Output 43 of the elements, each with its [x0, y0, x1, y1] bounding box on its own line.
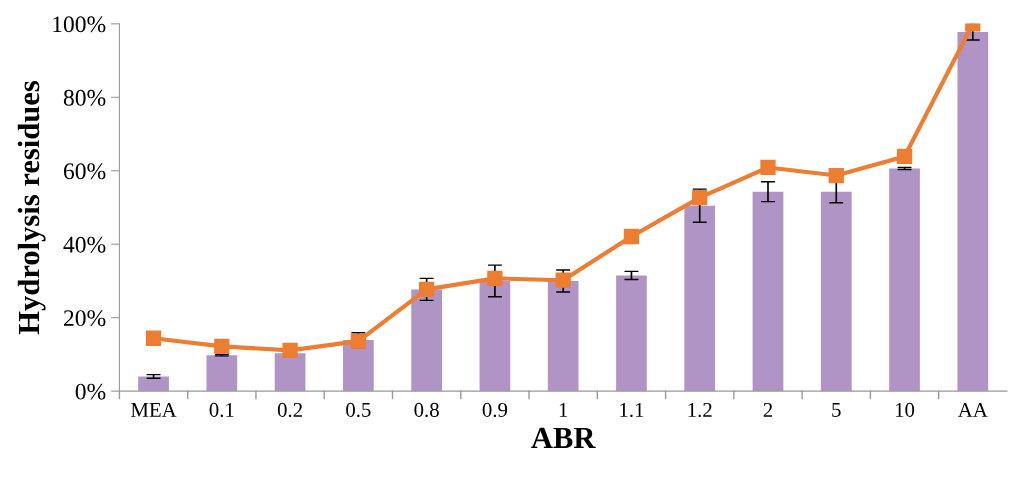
x-tick-label: 0.2 [277, 402, 302, 417]
x-tick-label: 2 [763, 402, 773, 417]
x-tick-label: 5 [832, 403, 841, 417]
y-tick-label: 40% [63, 236, 106, 253]
point [282, 342, 298, 359]
point [692, 189, 708, 206]
x-tick-label: 10 [895, 402, 915, 417]
point [896, 148, 913, 165]
point [418, 281, 435, 298]
point [760, 159, 776, 176]
y-axis-title: Hydrolysis residues [17, 81, 46, 335]
point [555, 272, 571, 288]
bar [479, 280, 511, 392]
point [828, 167, 844, 184]
y-tick-label: 20% [63, 310, 106, 327]
y-tick-label: 0% [75, 383, 106, 400]
bar [616, 275, 647, 392]
point [623, 228, 640, 245]
bar [547, 280, 579, 392]
bar [752, 191, 784, 392]
y-tick-label: 60% [63, 163, 106, 180]
x-tick-label: 0.9 [482, 402, 508, 417]
y-tick-label: 100% [53, 16, 106, 33]
bar [684, 205, 716, 392]
point [487, 270, 503, 287]
bar [889, 168, 920, 392]
y-tick-label: 80% [63, 89, 106, 106]
x-tick-label: 0.1 [209, 402, 234, 417]
bar [206, 355, 238, 392]
bar [957, 31, 989, 392]
x-tick-label: 0.5 [346, 402, 371, 417]
x-tick-label: 1 [559, 402, 568, 417]
bar [411, 289, 442, 392]
bar [820, 191, 852, 392]
x-tick-label: AA [957, 402, 988, 417]
bar [138, 376, 169, 392]
point [145, 330, 162, 346]
point [214, 338, 230, 354]
x-tick-label: 0.8 [414, 402, 439, 417]
x-tick-label: 1.2 [688, 402, 712, 417]
x-tick-label: MEA [131, 402, 177, 417]
x-tick-label: 1.1 [620, 402, 644, 417]
x-axis-title: ABR [531, 427, 596, 448]
